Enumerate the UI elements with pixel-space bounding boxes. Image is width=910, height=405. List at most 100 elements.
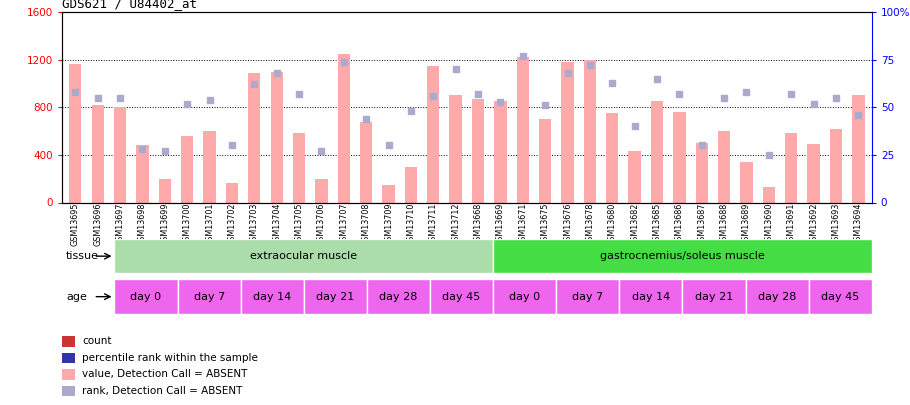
Bar [69, 64, 82, 202]
Point [829, 95, 844, 101]
Text: GSM13712: GSM13712 [451, 202, 460, 246]
Point [269, 70, 284, 76]
Text: GSM13711: GSM13711 [429, 202, 438, 246]
Text: day 7: day 7 [194, 292, 225, 302]
Text: GSM13687: GSM13687 [697, 202, 706, 246]
Bar [115, 239, 493, 273]
Point [337, 58, 351, 65]
Point [157, 148, 172, 154]
Text: GSM13703: GSM13703 [249, 202, 258, 246]
Bar [606, 113, 619, 202]
Text: GSM13682: GSM13682 [630, 202, 639, 246]
Point [292, 91, 307, 97]
Text: day 21: day 21 [317, 292, 355, 302]
Text: GSM13710: GSM13710 [407, 202, 415, 246]
Point [381, 142, 396, 149]
Bar [136, 145, 148, 202]
Text: GSM13669: GSM13669 [496, 202, 505, 246]
Bar [741, 162, 753, 202]
Bar [493, 239, 872, 273]
Bar [494, 101, 507, 202]
Bar [181, 136, 193, 202]
Bar [114, 107, 126, 202]
Point [605, 79, 620, 86]
Text: GDS621 / U84402_at: GDS621 / U84402_at [62, 0, 197, 10]
Bar [517, 58, 529, 202]
Bar [115, 279, 177, 314]
Point [113, 95, 127, 101]
Bar [785, 134, 797, 202]
Text: percentile rank within the sample: percentile rank within the sample [82, 353, 258, 363]
Point [90, 95, 105, 101]
Bar [62, 352, 75, 363]
Text: GSM13671: GSM13671 [519, 202, 527, 246]
Bar [92, 105, 104, 202]
Text: GSM13708: GSM13708 [361, 202, 370, 246]
Point [68, 89, 83, 95]
Text: count: count [82, 336, 111, 346]
Point [627, 123, 642, 130]
Text: day 0: day 0 [130, 292, 162, 302]
Bar [556, 279, 620, 314]
Bar [405, 167, 417, 202]
Text: GSM13700: GSM13700 [183, 202, 192, 246]
Point [404, 108, 419, 114]
Bar [620, 279, 682, 314]
Text: day 0: day 0 [509, 292, 541, 302]
Point [538, 102, 552, 109]
Text: GSM13702: GSM13702 [228, 202, 237, 246]
Text: GSM13675: GSM13675 [541, 202, 550, 246]
Point [650, 76, 664, 82]
Point [762, 152, 776, 158]
Text: GSM13668: GSM13668 [473, 202, 482, 246]
Text: day 14: day 14 [253, 292, 291, 302]
Text: GSM13706: GSM13706 [317, 202, 326, 246]
Text: value, Detection Call = ABSENT: value, Detection Call = ABSENT [82, 369, 248, 379]
Text: GSM13695: GSM13695 [71, 202, 80, 246]
Point [225, 142, 239, 149]
Point [717, 95, 732, 101]
Text: day 14: day 14 [632, 292, 670, 302]
Bar [240, 279, 304, 314]
Text: day 45: day 45 [442, 292, 480, 302]
Text: GSM13689: GSM13689 [742, 202, 751, 246]
Point [672, 91, 687, 97]
Text: GSM13690: GSM13690 [764, 202, 774, 246]
Text: day 45: day 45 [821, 292, 859, 302]
Point [694, 142, 709, 149]
Text: GSM13694: GSM13694 [854, 202, 863, 246]
Text: GSM13697: GSM13697 [116, 202, 125, 246]
Point [202, 96, 217, 103]
Text: extraocular muscle: extraocular muscle [250, 251, 358, 261]
Text: GSM13709: GSM13709 [384, 202, 393, 246]
Text: GSM13693: GSM13693 [832, 202, 841, 246]
Bar [293, 134, 305, 202]
Text: age: age [66, 292, 87, 302]
Bar [539, 119, 551, 202]
Bar [315, 179, 328, 202]
Bar [304, 279, 367, 314]
Bar [338, 54, 350, 202]
Bar [629, 151, 641, 202]
Text: rank, Detection Call = ABSENT: rank, Detection Call = ABSENT [82, 386, 242, 396]
Text: GSM13705: GSM13705 [295, 202, 304, 246]
Text: GSM13701: GSM13701 [205, 202, 214, 246]
Point [515, 53, 530, 59]
Bar [430, 279, 493, 314]
Text: day 7: day 7 [572, 292, 603, 302]
Bar [62, 336, 75, 347]
Bar [158, 179, 171, 202]
Bar [673, 112, 685, 202]
Bar [427, 66, 440, 202]
Bar [382, 185, 395, 202]
Bar [763, 187, 775, 202]
Text: GSM13680: GSM13680 [608, 202, 617, 246]
Text: tissue: tissue [66, 251, 99, 261]
Bar [830, 129, 842, 202]
Bar [809, 279, 872, 314]
Bar [204, 131, 216, 202]
Bar [472, 99, 484, 202]
Text: gastrocnemius/soleus muscle: gastrocnemius/soleus muscle [600, 251, 764, 261]
Bar [248, 73, 260, 202]
Point [470, 91, 485, 97]
